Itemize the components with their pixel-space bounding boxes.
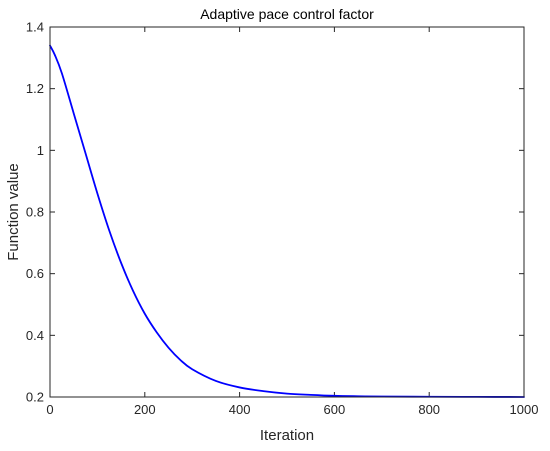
plot-frame — [49, 26, 525, 398]
x-tick-label: 600 — [324, 402, 346, 417]
x-tick-label: 800 — [418, 402, 440, 417]
y-tick-label: 0.6 — [26, 266, 44, 281]
x-tick-label: 400 — [229, 402, 251, 417]
y-tick-label: 0.2 — [26, 390, 44, 405]
plot-area — [50, 27, 524, 397]
chart-title: Adaptive pace control factor — [200, 6, 374, 22]
y-tick-label: 1.4 — [26, 20, 44, 35]
x-axis-title: Iteration — [260, 427, 314, 444]
y-tick-label: 1.2 — [26, 81, 44, 96]
series-line — [49, 44, 525, 398]
x-tick-label: 200 — [134, 402, 156, 417]
y-tick-label: 0.4 — [26, 328, 44, 343]
x-tick-label: 1000 — [510, 402, 539, 417]
axis-tick-labels: 0 200 400 600 800 1000 0.2 0.4 0.6 0.8 1 1.2 1.4 — [26, 20, 539, 418]
y-tick-label: 0.8 — [26, 205, 44, 220]
y-tick-label: 1 — [37, 143, 44, 158]
y-axis-title: Function value — [5, 163, 22, 261]
x-tick-label: 0 — [46, 402, 53, 417]
